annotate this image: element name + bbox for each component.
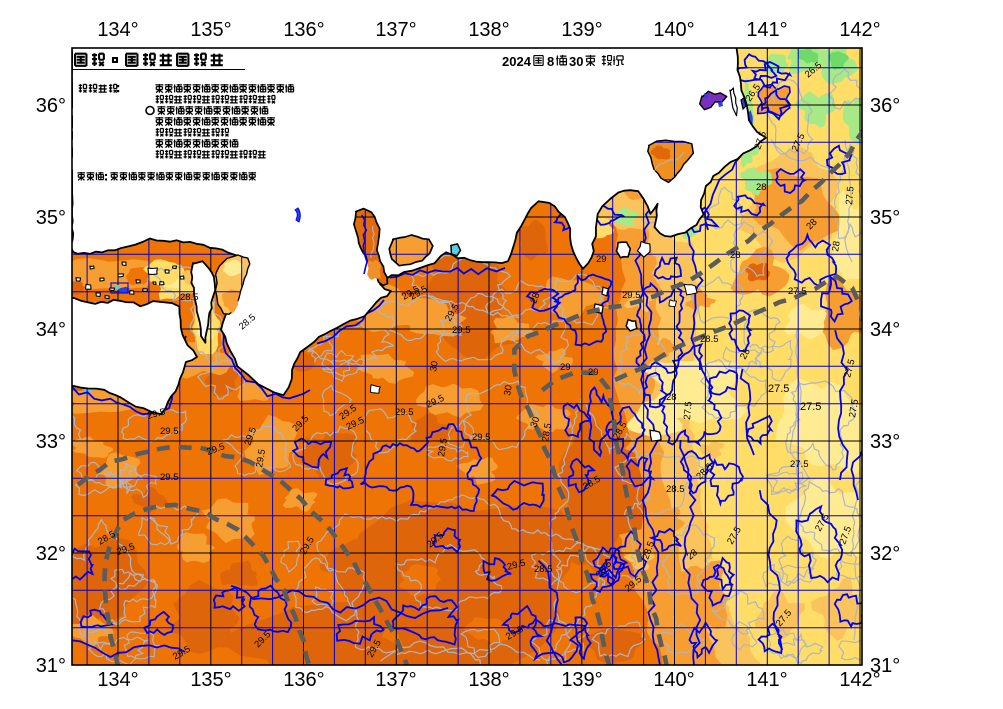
svg-text:27.5: 27.5 [842,358,857,379]
svg-text:30: 30 [502,384,515,396]
svg-text:29.5: 29.5 [472,432,491,443]
svg-text:27.5: 27.5 [800,401,821,413]
svg-text:142°: 142° [839,19,880,41]
svg-text:33°: 33° [870,431,900,453]
svg-text:30: 30 [528,415,542,429]
svg-text:28: 28 [528,291,542,305]
svg-text:36°: 36° [36,95,66,117]
svg-text:28: 28 [730,250,741,261]
svg-text:142°: 142° [839,669,880,691]
svg-text:134°: 134° [97,19,138,41]
svg-text:27.5: 27.5 [790,459,809,470]
svg-text:2024: 2024 [502,54,532,69]
svg-text:29.5: 29.5 [160,426,179,437]
svg-text:29: 29 [588,367,599,378]
svg-text:140°: 140° [653,669,694,691]
svg-text:28.5: 28.5 [700,334,719,345]
svg-text:136°: 136° [283,669,324,691]
svg-text:136°: 136° [283,19,324,41]
svg-text:28.5: 28.5 [180,292,199,303]
svg-text:30: 30 [428,360,441,372]
svg-text:28.5: 28.5 [534,564,553,575]
svg-text:141°: 141° [746,19,787,41]
svg-text:29.5: 29.5 [436,437,450,457]
svg-text:134°: 134° [97,669,138,691]
svg-text:29.5: 29.5 [254,448,268,468]
svg-text:31°: 31° [36,655,66,677]
svg-text:8: 8 [547,54,554,69]
svg-text:28: 28 [830,240,843,252]
svg-text:31°: 31° [870,655,900,677]
svg-text:29: 29 [560,362,571,373]
svg-text:140°: 140° [653,19,694,41]
svg-text:30: 30 [569,54,583,69]
svg-text:27.5: 27.5 [768,383,789,395]
svg-text:138°: 138° [468,19,509,41]
svg-text:137°: 137° [375,19,416,41]
svg-text:28: 28 [738,347,753,362]
svg-text:138°: 138° [468,669,509,691]
svg-text:29.5: 29.5 [160,472,179,483]
svg-text:141°: 141° [746,669,787,691]
svg-text:29.5: 29.5 [146,406,167,421]
svg-text:32°: 32° [36,543,66,565]
svg-text:32°: 32° [870,543,900,565]
svg-text:139°: 139° [561,19,602,41]
svg-text:36°: 36° [870,95,900,117]
svg-text:34°: 34° [36,319,66,341]
svg-text:135°: 135° [190,19,231,41]
svg-text:29.5: 29.5 [622,290,641,301]
svg-text:27.5: 27.5 [682,401,695,420]
svg-text:28: 28 [756,182,767,193]
svg-text:135°: 135° [190,669,231,691]
svg-text:28.5: 28.5 [666,484,685,495]
svg-text:27.5: 27.5 [847,398,861,418]
svg-text:29.5: 29.5 [506,557,527,572]
svg-text:29.5: 29.5 [452,325,471,336]
svg-text:139°: 139° [561,669,602,691]
svg-text:27.5: 27.5 [844,186,857,205]
svg-text:34°: 34° [870,319,900,341]
svg-text:28: 28 [666,392,677,403]
svg-text:137°: 137° [375,669,416,691]
svg-text:33°: 33° [36,431,66,453]
svg-text:29: 29 [596,254,607,265]
svg-text:29.5: 29.5 [395,407,414,418]
svg-text:27.5: 27.5 [788,286,807,297]
svg-text:35°: 35° [36,207,66,229]
svg-text:28.5: 28.5 [540,422,554,442]
svg-text:35°: 35° [870,207,900,229]
